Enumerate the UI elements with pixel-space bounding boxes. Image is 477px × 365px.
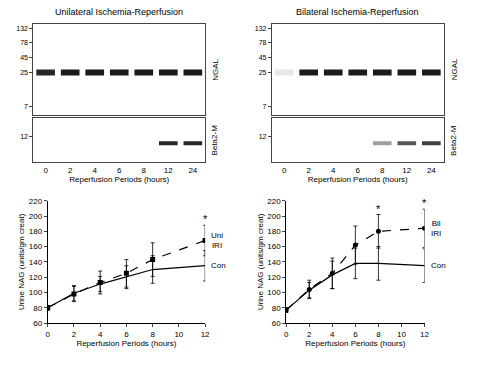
svg-text:132: 132 [16, 25, 28, 32]
svg-text:140: 140 [267, 258, 281, 267]
svg-text:140: 140 [29, 258, 43, 267]
svg-text:12: 12 [201, 330, 210, 339]
svg-text:25: 25 [259, 69, 267, 76]
svg-text:Bilateral Ischemia-Reperfusion: Bilateral Ischemia-Reperfusion [296, 7, 419, 17]
svg-text:Urine NAG (units/gm creat): Urine NAG (units/gm creat) [256, 213, 265, 310]
svg-text:0: 0 [45, 330, 50, 339]
svg-text:200: 200 [29, 212, 43, 221]
svg-text:4: 4 [92, 166, 97, 175]
svg-text:8: 8 [380, 166, 385, 175]
svg-text:Con: Con [431, 261, 446, 270]
svg-text:Reperfusion Periods (hours): Reperfusion Periods (hours) [308, 175, 408, 184]
svg-text:220: 220 [29, 197, 43, 206]
svg-text:4: 4 [98, 330, 103, 339]
svg-text:8: 8 [150, 330, 155, 339]
svg-text:6: 6 [356, 166, 361, 175]
svg-text:4: 4 [330, 330, 335, 339]
svg-text:12: 12 [259, 133, 267, 140]
svg-text:12: 12 [402, 166, 411, 175]
svg-text:Reperfusion Periods (hours): Reperfusion Periods (hours) [69, 175, 169, 184]
svg-text:10: 10 [397, 330, 406, 339]
svg-text:25: 25 [20, 69, 28, 76]
svg-text:NGAL: NGAL [211, 58, 220, 80]
svg-text:Urine NAG (units/gm creat): Urine NAG (units/gm creat) [17, 213, 26, 310]
svg-text:12: 12 [164, 166, 173, 175]
svg-text:Beta2-M: Beta2-M [210, 125, 219, 156]
svg-text:*: * [376, 203, 381, 215]
svg-text:6: 6 [124, 330, 129, 339]
svg-text:120: 120 [29, 273, 43, 282]
svg-text:*: * [422, 197, 427, 209]
svg-text:7: 7 [263, 103, 267, 110]
svg-text:45: 45 [20, 54, 28, 61]
svg-text:78: 78 [259, 39, 267, 46]
svg-text:160: 160 [267, 242, 281, 251]
svg-text:80: 80 [33, 304, 42, 313]
svg-text:24: 24 [188, 166, 197, 175]
svg-text:*: * [203, 213, 208, 225]
svg-text:0: 0 [43, 166, 48, 175]
svg-text:60: 60 [272, 319, 281, 328]
svg-text:2: 2 [307, 330, 312, 339]
svg-text:Reperfusion Periods (hours): Reperfusion Periods (hours) [305, 339, 405, 348]
svg-text:2: 2 [72, 330, 77, 339]
svg-text:Reperfusion Periods (hours): Reperfusion Periods (hours) [76, 339, 176, 348]
svg-text:100: 100 [29, 288, 43, 297]
svg-text:12: 12 [420, 330, 429, 339]
svg-text:220: 220 [267, 197, 281, 206]
svg-text:Unilateral Ischemia-Reperfusio: Unilateral Ischemia-Reperfusion [55, 7, 183, 17]
svg-text:2: 2 [68, 166, 73, 175]
svg-text:10: 10 [174, 330, 183, 339]
svg-text:Con: Con [211, 261, 226, 270]
svg-text:180: 180 [29, 227, 43, 236]
svg-text:2: 2 [306, 166, 311, 175]
svg-text:0: 0 [284, 330, 289, 339]
svg-text:60: 60 [33, 319, 42, 328]
svg-text:12: 12 [20, 133, 28, 140]
svg-text:160: 160 [29, 242, 43, 251]
svg-text:4: 4 [331, 166, 336, 175]
svg-text:80: 80 [272, 304, 281, 313]
svg-text:UniIRI: UniIRI [211, 231, 223, 250]
svg-text:120: 120 [267, 273, 281, 282]
svg-text:45: 45 [259, 54, 267, 61]
svg-text:8: 8 [142, 166, 147, 175]
svg-text:132: 132 [255, 25, 267, 32]
svg-text:NGAL: NGAL [450, 58, 459, 80]
svg-text:8: 8 [376, 330, 381, 339]
svg-text:BilIRI: BilIRI [431, 219, 441, 238]
svg-text:6: 6 [117, 166, 122, 175]
svg-text:100: 100 [267, 288, 281, 297]
svg-text:24: 24 [427, 166, 436, 175]
svg-text:0: 0 [282, 166, 287, 175]
svg-text:180: 180 [267, 227, 281, 236]
svg-text:Beta2-M: Beta2-M [449, 125, 458, 156]
svg-text:6: 6 [353, 330, 358, 339]
svg-text:7: 7 [24, 103, 28, 110]
svg-text:200: 200 [267, 212, 281, 221]
svg-text:78: 78 [20, 39, 28, 46]
